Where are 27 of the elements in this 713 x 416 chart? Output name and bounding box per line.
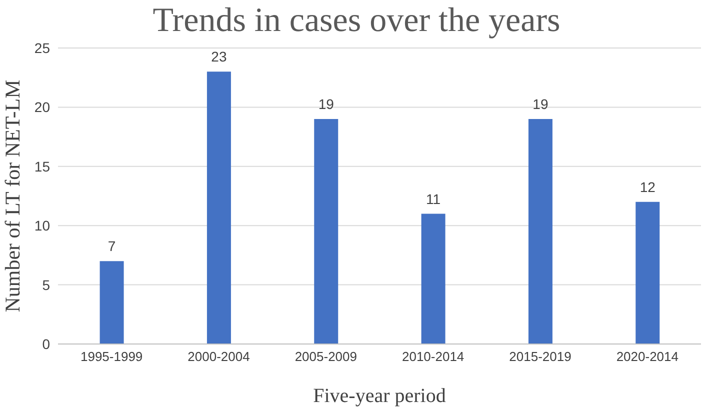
x-tick-label: 2005-2009 bbox=[294, 349, 358, 364]
data-label: 12 bbox=[640, 178, 656, 195]
bar bbox=[421, 214, 446, 344]
y-tick-label: 0 bbox=[42, 336, 50, 352]
y-tick-label: 5 bbox=[42, 276, 50, 293]
y-tick-label: 10 bbox=[34, 218, 50, 234]
chart-title: Trends in cases over the years bbox=[152, 2, 562, 40]
bar bbox=[100, 261, 124, 344]
data-label: 19 bbox=[318, 96, 334, 112]
x-tick-label: 2020-2014 bbox=[616, 349, 679, 364]
y-tick-label: 25 bbox=[34, 40, 50, 56]
x-axis-title: Five-year period bbox=[313, 385, 446, 407]
data-label: 11 bbox=[426, 190, 441, 207]
y-axis-title: Number of LT for NET-LM bbox=[0, 79, 24, 312]
x-tick-label: 2015-2019 bbox=[509, 349, 572, 364]
y-tick-label: 15 bbox=[34, 158, 50, 174]
data-label: 23 bbox=[211, 48, 227, 65]
bar bbox=[314, 119, 338, 344]
data-label: 7 bbox=[108, 238, 116, 254]
y-tick-label: 20 bbox=[34, 99, 50, 116]
x-tick-label: 2010-2014 bbox=[402, 349, 464, 364]
bar bbox=[636, 202, 660, 344]
bar bbox=[528, 119, 552, 344]
x-tick-label: 1995-1999 bbox=[80, 349, 143, 364]
x-tick-label: 2000-2004 bbox=[188, 349, 250, 364]
data-label: 19 bbox=[532, 96, 548, 112]
bar bbox=[206, 72, 231, 344]
